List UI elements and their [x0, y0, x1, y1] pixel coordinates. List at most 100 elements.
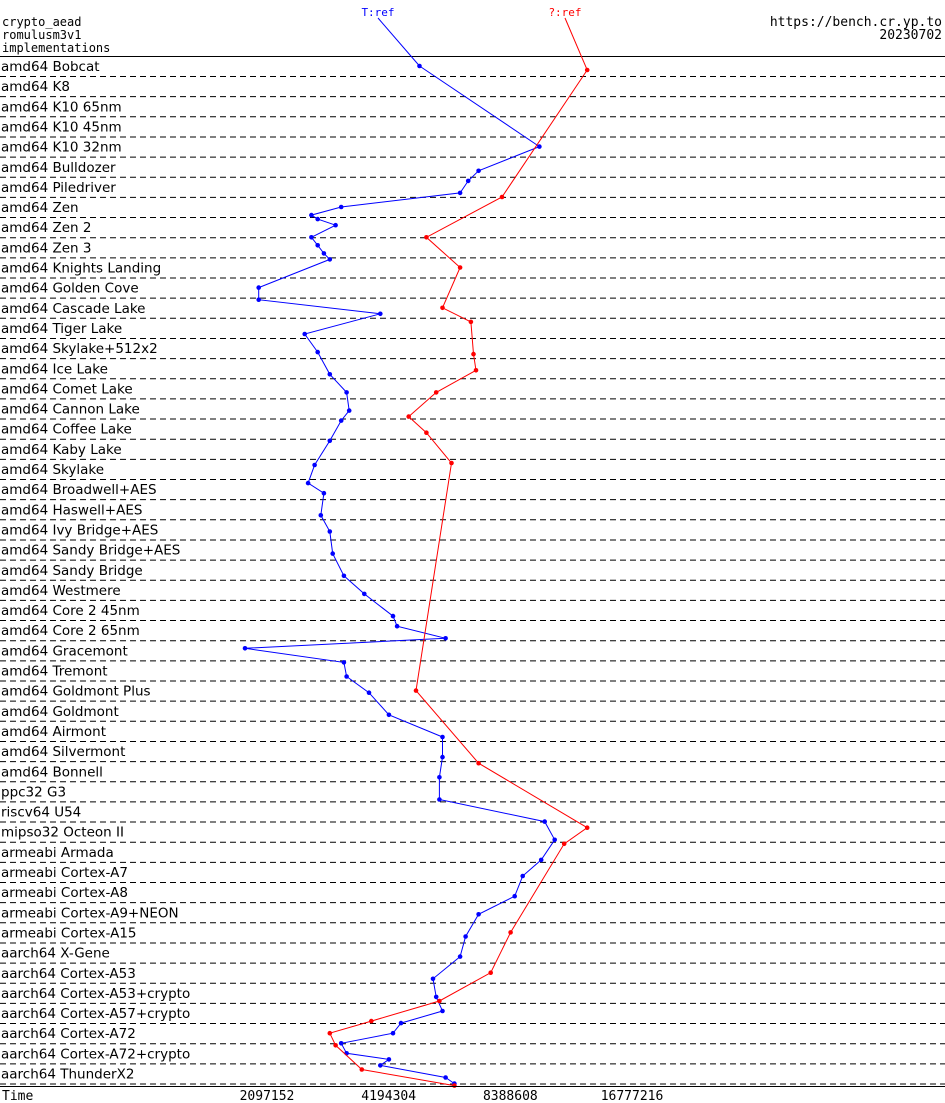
series-point	[440, 305, 445, 311]
category-label: amd64 Ivy Bridge+AES	[1, 522, 158, 538]
category-label: armeabi Armada	[1, 845, 114, 861]
series-point	[315, 216, 321, 222]
series-line	[329, 69, 589, 1087]
series-point	[390, 613, 396, 619]
series-point	[433, 390, 439, 395]
category-label: amd64 K10 32nm	[1, 140, 122, 156]
category-label: amd64 Sandy Bridge+AES	[1, 543, 180, 559]
category-label: aarch64 Cortex-A72	[1, 1026, 136, 1042]
header-right-line: https://bench.cr.yp.to	[770, 15, 942, 30]
x-tick-label: 4194304	[361, 1089, 416, 1103]
x-tick-label: 2097152	[240, 1089, 295, 1103]
header-right-line: 20230702	[879, 28, 942, 43]
series-point	[344, 674, 349, 679]
category-label: aarch64 Cortex-A53	[1, 966, 136, 982]
series-point	[321, 251, 327, 256]
category-label: amd64 Comet Lake	[1, 381, 133, 397]
header-left-line: implementations	[2, 41, 110, 55]
category-label: amd64 K10 65nm	[1, 99, 122, 115]
category-label: amd64 Core 2 45nm	[1, 603, 140, 619]
category-label: riscv64 U54	[1, 805, 81, 821]
series-point	[508, 930, 513, 935]
series-point	[359, 1067, 365, 1072]
category-label: amd64 Zen 2	[1, 220, 91, 236]
category-label: aarch64 Cortex-A53+crypto	[1, 986, 190, 1002]
category-label: amd64 Bonnell	[1, 764, 103, 780]
series-point	[378, 1063, 383, 1068]
category-label: amd64 Tiger Lake	[1, 321, 122, 337]
category-label: amd64 Golden Cove	[1, 281, 139, 297]
category-label: amd64 Goldmont	[1, 704, 119, 720]
category-label: ppc32 G3	[1, 784, 66, 800]
category-label: amd64 Silvermont	[1, 744, 125, 760]
series-point	[406, 414, 412, 419]
series-point	[473, 368, 479, 373]
category-label: amd64 Cascade Lake	[1, 301, 146, 317]
series-point	[327, 438, 333, 444]
category-label: armeabi Cortex-A9+NEON	[1, 905, 179, 921]
row-separators	[0, 76, 945, 1085]
series-point	[369, 1018, 374, 1024]
series-name-label: T:ref	[361, 6, 394, 19]
series-point	[430, 976, 436, 982]
category-label: amd64 Knights Landing	[1, 261, 161, 277]
series-point	[440, 1008, 445, 1014]
series-point	[309, 212, 314, 218]
series-point	[457, 190, 463, 196]
series-point	[338, 1041, 344, 1046]
series-point	[520, 873, 525, 879]
series-point	[449, 460, 454, 466]
category-label: amd64 Zen	[1, 200, 79, 216]
series-point	[390, 1030, 396, 1036]
series-point	[242, 646, 248, 651]
category-label: amd64 Westmere	[1, 583, 121, 599]
category-label: armeabi Cortex-A7	[1, 865, 128, 881]
series-point	[424, 430, 429, 436]
series-point	[440, 754, 445, 760]
series-point	[386, 712, 392, 718]
x-axis-label: Time	[2, 1089, 33, 1103]
series-point	[424, 235, 429, 240]
series-q-ref: ?:ref	[327, 6, 590, 1088]
category-label: amd64 Coffee Lake	[1, 422, 132, 438]
category-label: aarch64 X-Gene	[1, 946, 110, 962]
category-label: amd64 Piledriver	[1, 180, 116, 196]
series-point	[437, 998, 442, 1004]
series-point	[584, 825, 590, 830]
series-point	[318, 513, 324, 518]
series-point	[437, 797, 442, 802]
series-point	[443, 1075, 448, 1080]
category-label: aarch64 Cortex-A72+crypto	[1, 1046, 190, 1062]
series-point	[443, 636, 448, 641]
x-tick-label: 16777216	[601, 1089, 664, 1103]
series-point	[321, 490, 327, 496]
series-point	[333, 222, 338, 228]
series-point	[346, 408, 352, 413]
series-point	[499, 194, 505, 200]
category-label: amd64 Haswell+AES	[1, 502, 142, 518]
series-point	[537, 144, 542, 149]
category-label: amd64 K10 45nm	[1, 119, 122, 135]
series-point	[476, 760, 481, 766]
series-point	[315, 349, 321, 355]
category-label: amd64 Broadwell+AES	[1, 482, 157, 498]
series-leader-line	[377, 17, 420, 67]
series-point	[338, 204, 344, 210]
category-label: amd64 Sandy Bridge	[1, 563, 143, 579]
category-label: amd64 Skylake+512x2	[1, 341, 158, 357]
category-label: aarch64 ThunderX2	[1, 1067, 134, 1083]
series-leader-line	[564, 17, 588, 71]
series-point	[315, 243, 321, 248]
series-point	[542, 819, 547, 824]
category-label: armeabi Cortex-A15	[1, 925, 137, 941]
series-point	[538, 857, 544, 863]
series-point	[457, 954, 463, 959]
series-point	[386, 1057, 392, 1062]
series-point	[302, 331, 308, 337]
series-point	[362, 591, 367, 597]
series-point	[413, 688, 419, 693]
x-tick-label: 8388608	[483, 1089, 538, 1103]
